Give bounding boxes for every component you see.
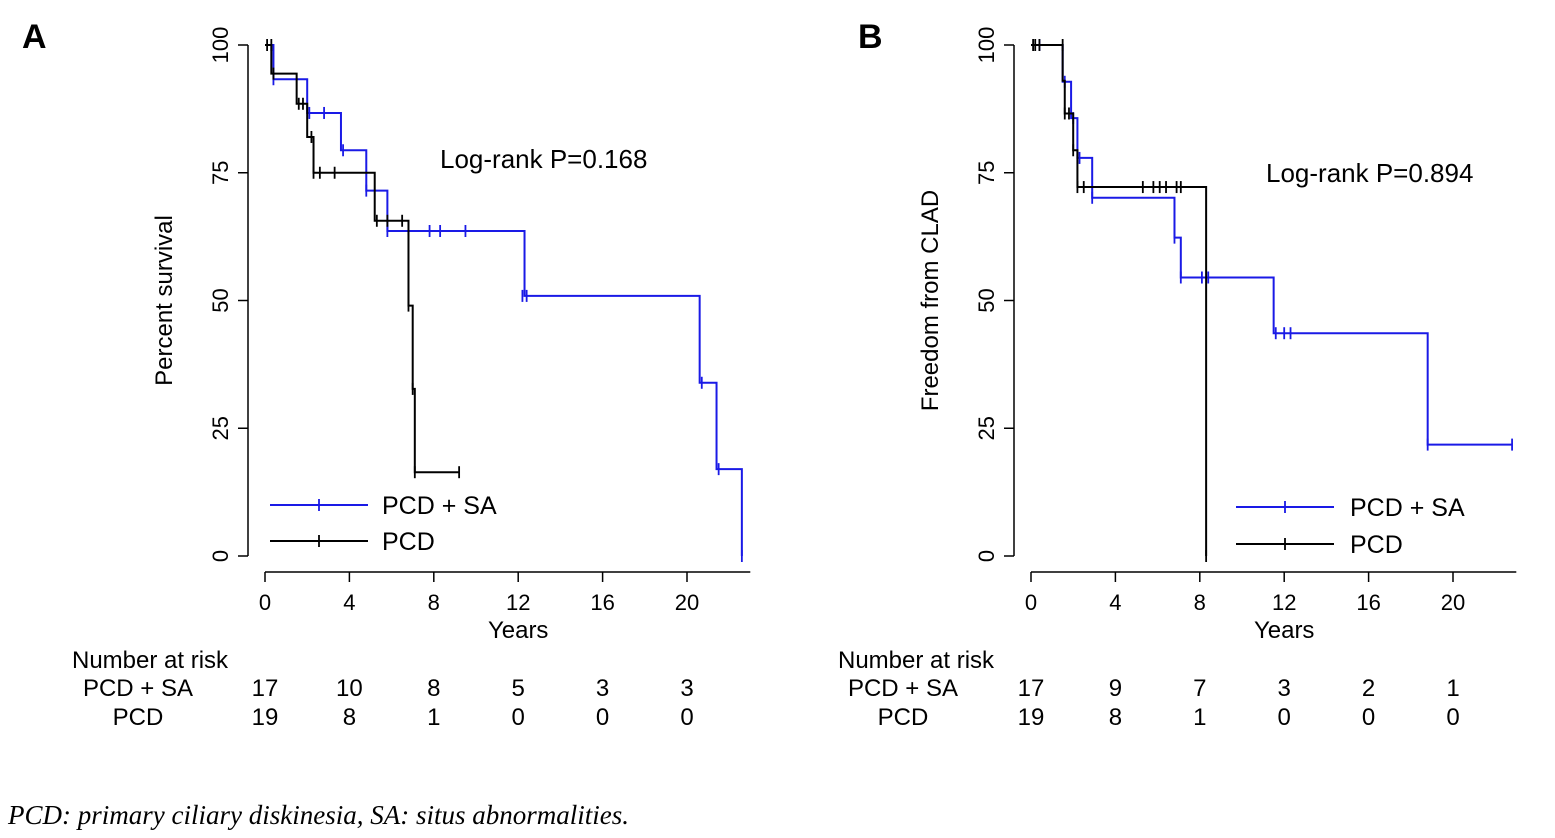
risk-value: 5 — [512, 675, 525, 702]
risk-row-label: PCD + SA — [848, 675, 958, 702]
y-tick-label: 0 — [974, 550, 999, 562]
risk-value: 1 — [427, 704, 440, 731]
legend-label: PCD — [382, 528, 435, 556]
x-tick-label: 12 — [1272, 590, 1296, 615]
panel-label: A — [22, 18, 47, 56]
x-tick-label: 8 — [1194, 590, 1206, 615]
figure-caption: PCD: primary ciliary diskinesia, SA: sit… — [8, 800, 629, 830]
x-tick-label: 20 — [1441, 590, 1465, 615]
x-tick-label: 12 — [506, 590, 530, 615]
x-axis-title: Years — [488, 617, 549, 644]
risk-value: 0 — [1362, 704, 1375, 731]
panel-label: B — [858, 18, 883, 56]
y-axis-title: Percent survival — [151, 215, 178, 386]
risk-value: 3 — [680, 675, 693, 702]
y-tick-label: 50 — [974, 288, 999, 312]
risk-value: 0 — [680, 704, 693, 731]
risk-value: 3 — [1278, 675, 1291, 702]
risk-value: 3 — [596, 675, 609, 702]
y-tick-label: 0 — [208, 550, 233, 562]
risk-value: 19 — [252, 704, 279, 731]
km-curve-pcd-sa — [1031, 44, 1513, 446]
y-tick-label: 100 — [974, 27, 999, 64]
legend: PCD + SA PCD — [1236, 494, 1465, 559]
legend-label: PCD + SA — [382, 492, 497, 520]
risk-value: 17 — [1018, 675, 1045, 702]
log-rank-annotation: Log-rank P=0.168 — [440, 144, 647, 174]
y-axis-title: Freedom from CLAD — [917, 190, 944, 411]
risk-value: 1 — [1446, 675, 1459, 702]
risk-value: 8 — [427, 675, 440, 702]
x-tick-label: 0 — [1025, 590, 1037, 615]
risk-table-title: Number at risk — [72, 647, 229, 674]
legend-label: PCD — [1350, 531, 1403, 559]
risk-row-label: PCD — [113, 704, 164, 731]
y-tick-label: 25 — [974, 416, 999, 440]
y-tick-label: 75 — [208, 161, 233, 185]
x-tick-label: 8 — [428, 590, 440, 615]
y-tick-label: 50 — [208, 288, 233, 312]
km-curve-pcd — [265, 44, 460, 474]
x-tick-label: 0 — [259, 590, 271, 615]
risk-value: 8 — [1109, 704, 1122, 731]
x-tick-label: 4 — [343, 590, 355, 615]
risk-value: 10 — [336, 675, 363, 702]
risk-value: 0 — [1446, 704, 1459, 731]
x-tick-label: 16 — [1356, 590, 1380, 615]
risk-value: 0 — [596, 704, 609, 731]
km-curve-pcd — [1031, 44, 1208, 556]
risk-value: 19 — [1018, 704, 1045, 731]
km-curve-pcd-sa — [265, 44, 743, 556]
risk-value: 1 — [1193, 704, 1206, 731]
risk-row-label: PCD + SA — [83, 675, 193, 702]
y-tick-label: 25 — [208, 416, 233, 440]
risk-value: 9 — [1109, 675, 1122, 702]
y-tick-label: 75 — [974, 161, 999, 185]
risk-value: 0 — [1278, 704, 1291, 731]
risk-value: 7 — [1193, 675, 1206, 702]
risk-value: 17 — [252, 675, 279, 702]
x-axis-title: Years — [1254, 617, 1315, 644]
risk-value: 0 — [512, 704, 525, 731]
log-rank-annotation: Log-rank P=0.894 — [1266, 158, 1473, 188]
x-tick-label: 16 — [590, 590, 614, 615]
x-tick-label: 4 — [1109, 590, 1121, 615]
risk-row-label: PCD — [878, 704, 929, 731]
risk-table-title: Number at risk — [838, 647, 995, 674]
legend-label: PCD + SA — [1350, 494, 1465, 522]
risk-value: 8 — [343, 704, 356, 731]
risk-value: 2 — [1362, 675, 1375, 702]
x-tick-label: 20 — [675, 590, 699, 615]
y-tick-label: 100 — [208, 27, 233, 64]
legend: PCD + SA PCD — [270, 492, 497, 556]
